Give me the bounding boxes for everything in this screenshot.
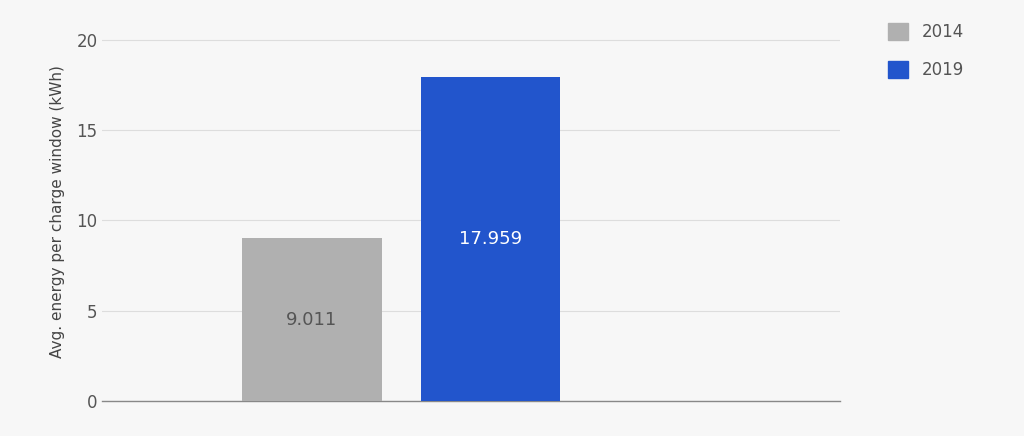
Text: 9.011: 9.011 [287,311,338,329]
Y-axis label: Avg. energy per charge window (kWh): Avg. energy per charge window (kWh) [50,65,66,358]
Bar [242,238,382,401]
Text: 17.959: 17.959 [459,230,522,248]
Bar [421,77,560,401]
Legend: 2014, 2019: 2014, 2019 [889,23,964,79]
